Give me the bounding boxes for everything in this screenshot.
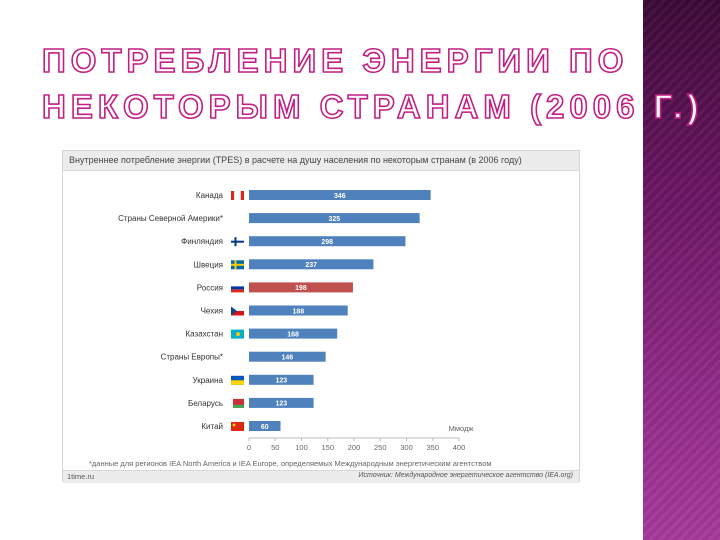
- bar-3: [249, 259, 374, 270]
- bar-value-label-4: 198: [295, 285, 307, 292]
- category-label-5: Чехия: [201, 307, 223, 316]
- x-tick-label-5: 250: [374, 443, 387, 452]
- bar-value-label-1: 325: [328, 216, 340, 223]
- category-label-2: Финляндия: [181, 237, 223, 246]
- footer-site-name: 1time.ru: [67, 472, 95, 481]
- flag-cz-red: [231, 311, 244, 316]
- flag-cz-triangle: [231, 306, 237, 316]
- category-label-9: Беларусь: [188, 399, 223, 408]
- slide-title-line-1: ПОТРЕБЛЕНИЕ ЭНЕРГИИ ПО: [41, 41, 629, 80]
- chart-footer: 1time.ru Источник: Международное энергет…: [63, 470, 579, 483]
- category-label-3: Швеция: [194, 260, 223, 269]
- bar-10: [249, 421, 281, 431]
- bar-9: [249, 397, 314, 408]
- flag-by-green: [231, 404, 244, 408]
- flag-ru-blue: [231, 286, 244, 290]
- x-tick-label-2: 100: [295, 443, 308, 452]
- bar-value-label-5: 188: [293, 308, 305, 315]
- chart-header: Внутреннее потребление энергии (TPES) в …: [63, 151, 579, 171]
- flag-fi-vcross: [234, 237, 237, 247]
- slide-title: ПОТРЕБЛЕНИЕ ЭНЕРГИИ ПО НЕКОТОРЫМ СТРАНАМ…: [41, 38, 704, 130]
- flag-ru-red: [231, 289, 244, 293]
- stripe-texture: [643, 0, 720, 540]
- flag-ca-part-0: [231, 191, 235, 200]
- flag-ca-part-1: [234, 191, 241, 200]
- chart-footnote: *данные для регионов IEA North America и…: [89, 459, 492, 468]
- flag-ua-yellow: [231, 380, 244, 385]
- flag-cn-star: [232, 423, 236, 427]
- bar-2: [249, 236, 406, 247]
- bar-value-label-0: 346: [334, 193, 346, 200]
- footer-source: Источник: Международное энергетическое а…: [358, 472, 573, 479]
- category-label-1: Страны Северной Америки*: [118, 214, 223, 223]
- bar-value-label-3: 237: [305, 262, 317, 269]
- category-label-10: Китай: [201, 422, 223, 431]
- bar-0: [249, 190, 431, 200]
- decorative-side-stripe: [643, 0, 720, 540]
- bar-1: [249, 213, 420, 224]
- bar-value-label-8: 123: [275, 378, 287, 385]
- bar-4: [249, 282, 353, 293]
- flag-se-vcross: [234, 260, 237, 270]
- chart-panel: Внутреннее потребление энергии (TPES) в …: [62, 150, 580, 483]
- category-label-0: Канада: [196, 191, 224, 200]
- bar-value-label-10: 60: [261, 424, 269, 431]
- bar-value-label-2: 298: [321, 239, 333, 246]
- flag-kz-sun: [236, 332, 240, 337]
- slide-title-line-2: НЕКОТОРЫМ СТРАНАМ (2006 Г.): [41, 87, 704, 126]
- bar-7: [249, 351, 326, 362]
- bar-8: [249, 374, 314, 385]
- x-tick-label-1: 50: [271, 443, 279, 452]
- x-tick-label-4: 200: [348, 443, 361, 452]
- x-tick-label-0: 0: [247, 443, 251, 452]
- flag-ca-part-2: [240, 191, 244, 200]
- category-label-8: Украина: [193, 376, 224, 385]
- chart-title: Внутреннее потребление энергии (TPES) в …: [69, 155, 522, 165]
- x-tick-label-8: 400: [453, 443, 466, 452]
- bar-value-label-6: 168: [287, 331, 299, 338]
- category-label-6: Казахстан: [186, 330, 224, 339]
- bar-value-label-9: 123: [275, 401, 287, 408]
- flag-ua-part-0: [231, 375, 244, 385]
- bar-5: [249, 305, 348, 316]
- flag-cn-part-0: [231, 422, 244, 431]
- flag-by-ornament: [231, 398, 233, 408]
- bar-6: [249, 328, 338, 339]
- bar-chart: 0 50 100 150 200 250 300 350 400 Ммодж Канада 346 Ст…: [118, 190, 474, 452]
- category-label-7: Страны Европы*: [161, 353, 223, 362]
- x-axis-unit: Ммодж: [449, 424, 474, 433]
- x-tick-label-6: 300: [400, 443, 413, 452]
- category-label-4: Россия: [197, 283, 223, 292]
- flag-by-part-0: [231, 398, 244, 408]
- x-tick-label-3: 150: [321, 443, 334, 452]
- x-tick-label-7: 350: [426, 443, 439, 452]
- bar-value-label-7: 146: [281, 355, 293, 362]
- flag-se-hcross: [231, 263, 244, 266]
- flag-fi-hcross: [231, 240, 244, 243]
